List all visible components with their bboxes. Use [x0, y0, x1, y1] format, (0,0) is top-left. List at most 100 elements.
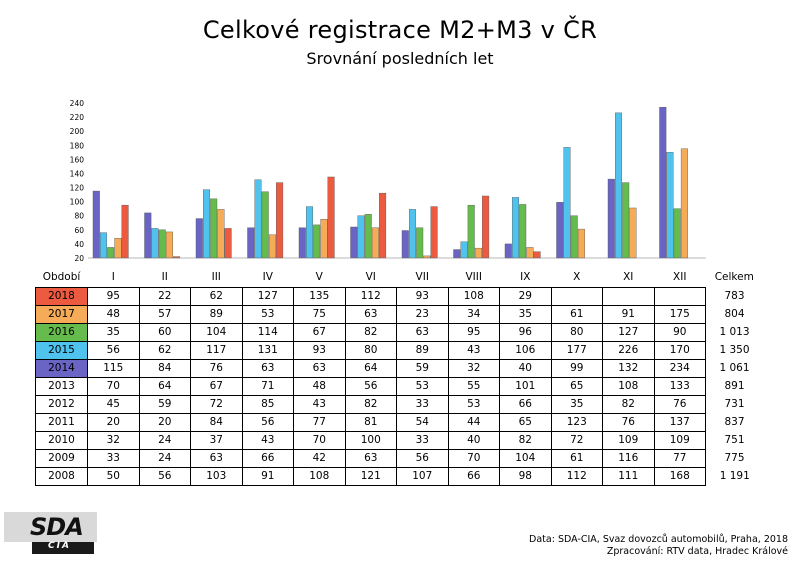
table-cell: 89: [396, 341, 449, 360]
bar-2017-XI: [629, 207, 637, 259]
table-cell: 123: [550, 413, 603, 432]
row-year: 2009: [35, 449, 88, 468]
bar-2014-VIII: [453, 249, 461, 259]
row-total: 775: [724, 452, 745, 464]
table-cell: 117: [190, 341, 243, 360]
data-table: Období I II III IV V VI VII VIII IX X XI XII Celkem 2…: [35, 268, 764, 486]
bar-2015-II: [151, 228, 159, 259]
table-cell: 82: [344, 395, 397, 414]
processed-note: Zpracování: RTV data, Hradec Králové: [606, 546, 788, 557]
table-row: 2013 70 64 67 71 48 56 53 55 101 65 108 133 891: [35, 377, 764, 396]
table-cell: 89: [190, 305, 243, 324]
y-tick-label: 160: [70, 155, 85, 164]
table-cell: 59: [138, 395, 191, 414]
table-cell: 53: [447, 395, 500, 414]
bar-2015-I: [99, 232, 107, 259]
table-cell: 62: [190, 287, 243, 306]
row-year: 2008: [35, 467, 88, 486]
table-cell: 137: [653, 413, 706, 432]
table-cell: [653, 287, 706, 306]
table-cell: 55: [447, 377, 500, 396]
table-cell: 70: [447, 449, 500, 468]
table-cell: 33: [396, 395, 449, 414]
table-cell: 234: [653, 359, 706, 378]
table-cell: 70: [293, 431, 346, 450]
bar-2016-III: [210, 198, 218, 259]
table-cell: 95: [87, 287, 140, 306]
bar-2014-XI: [607, 178, 615, 259]
table-cell: 23: [396, 305, 449, 324]
bar-2016-VIII: [467, 204, 475, 259]
table-cell: 104: [499, 449, 552, 468]
bar-2016-X: [570, 215, 578, 259]
bar-2015-VII: [409, 209, 417, 259]
y-tick-label: 140: [70, 169, 85, 178]
bar-2014-IV: [247, 227, 255, 259]
bar-2016-VI: [364, 214, 372, 259]
table-cell: 108: [293, 467, 346, 486]
row-year: 2016: [35, 323, 88, 342]
table-cell: 82: [499, 431, 552, 450]
bar-2016-IV: [261, 191, 269, 259]
table-cell: 131: [241, 341, 294, 360]
table-cell: 93: [293, 341, 346, 360]
x-tick-label: VI: [365, 271, 376, 283]
table-cell: 56: [344, 377, 397, 396]
bar-2017-IV: [268, 234, 276, 259]
sda-logo: SDA CIA: [4, 512, 97, 554]
y-tick-label: 100: [70, 198, 85, 207]
table-cell: 77: [293, 413, 346, 432]
table-cell: 61: [550, 305, 603, 324]
table-cell: 135: [293, 287, 346, 306]
table-cell: 84: [190, 413, 243, 432]
x-tick-label: X: [573, 271, 581, 283]
bar-2015-XI: [615, 112, 623, 259]
bar-2018-I: [121, 204, 129, 259]
bar-2015-VI: [357, 215, 365, 259]
table-cell: 43: [447, 341, 500, 360]
table-cell: 116: [602, 449, 655, 468]
table-cell: 177: [550, 341, 603, 360]
table-cell: 82: [344, 323, 397, 342]
x-tick-label: III: [211, 271, 221, 283]
table-cell: 80: [344, 341, 397, 360]
logo-main-text: SDA: [30, 513, 84, 541]
table-cell: 29: [499, 287, 552, 306]
table-row: 2018 95 22 62 127 135 112 93 108 29 783: [35, 287, 764, 306]
table-cell: 53: [396, 377, 449, 396]
table-cell: 96: [499, 323, 552, 342]
y-tick-label: 240: [70, 99, 85, 108]
table-cell: 53: [241, 305, 294, 324]
table-cell: 93: [396, 287, 449, 306]
table-cell: 112: [550, 467, 603, 486]
x-tick-label: I: [111, 271, 115, 283]
table-cell: 43: [241, 431, 294, 450]
table-cell: 24: [138, 449, 191, 468]
table-cell: 63: [293, 359, 346, 378]
table-cell: 103: [190, 467, 243, 486]
table-cell: 100: [344, 431, 397, 450]
table-row: 2010 32 24 37 43 70 100 33 40 82 72 109 109 751: [35, 431, 764, 450]
row-year: 2014: [35, 359, 88, 378]
table-cell: 45: [87, 395, 140, 414]
bar-2014-XII: [659, 107, 667, 259]
table-cell: 54: [396, 413, 449, 432]
bar-2017-II: [165, 231, 173, 259]
bar-2015-IX: [512, 197, 520, 259]
y-tick-label: 40: [74, 240, 84, 249]
source-note: Data: SDA-CIA, Svaz dovozců automobilů, …: [529, 534, 788, 545]
table-row: 2015 56 62 117 131 93 80 89 43 106 177 226 170 1 350: [35, 341, 764, 360]
table-cell: 133: [653, 377, 706, 396]
row-year: 2013: [35, 377, 88, 396]
row-year: 2017: [35, 305, 88, 324]
table-cell: 112: [344, 287, 397, 306]
bar-2017-VIII: [474, 247, 482, 259]
table-cell: 72: [550, 431, 603, 450]
bar-2017-VI: [371, 227, 379, 259]
table-cell: 170: [653, 341, 706, 360]
y-tick-label: 180: [70, 141, 85, 150]
table-cell: 111: [602, 467, 655, 486]
table-cell: 82: [602, 395, 655, 414]
table-cell: 48: [87, 305, 140, 324]
bar-2016-VII: [416, 227, 424, 259]
